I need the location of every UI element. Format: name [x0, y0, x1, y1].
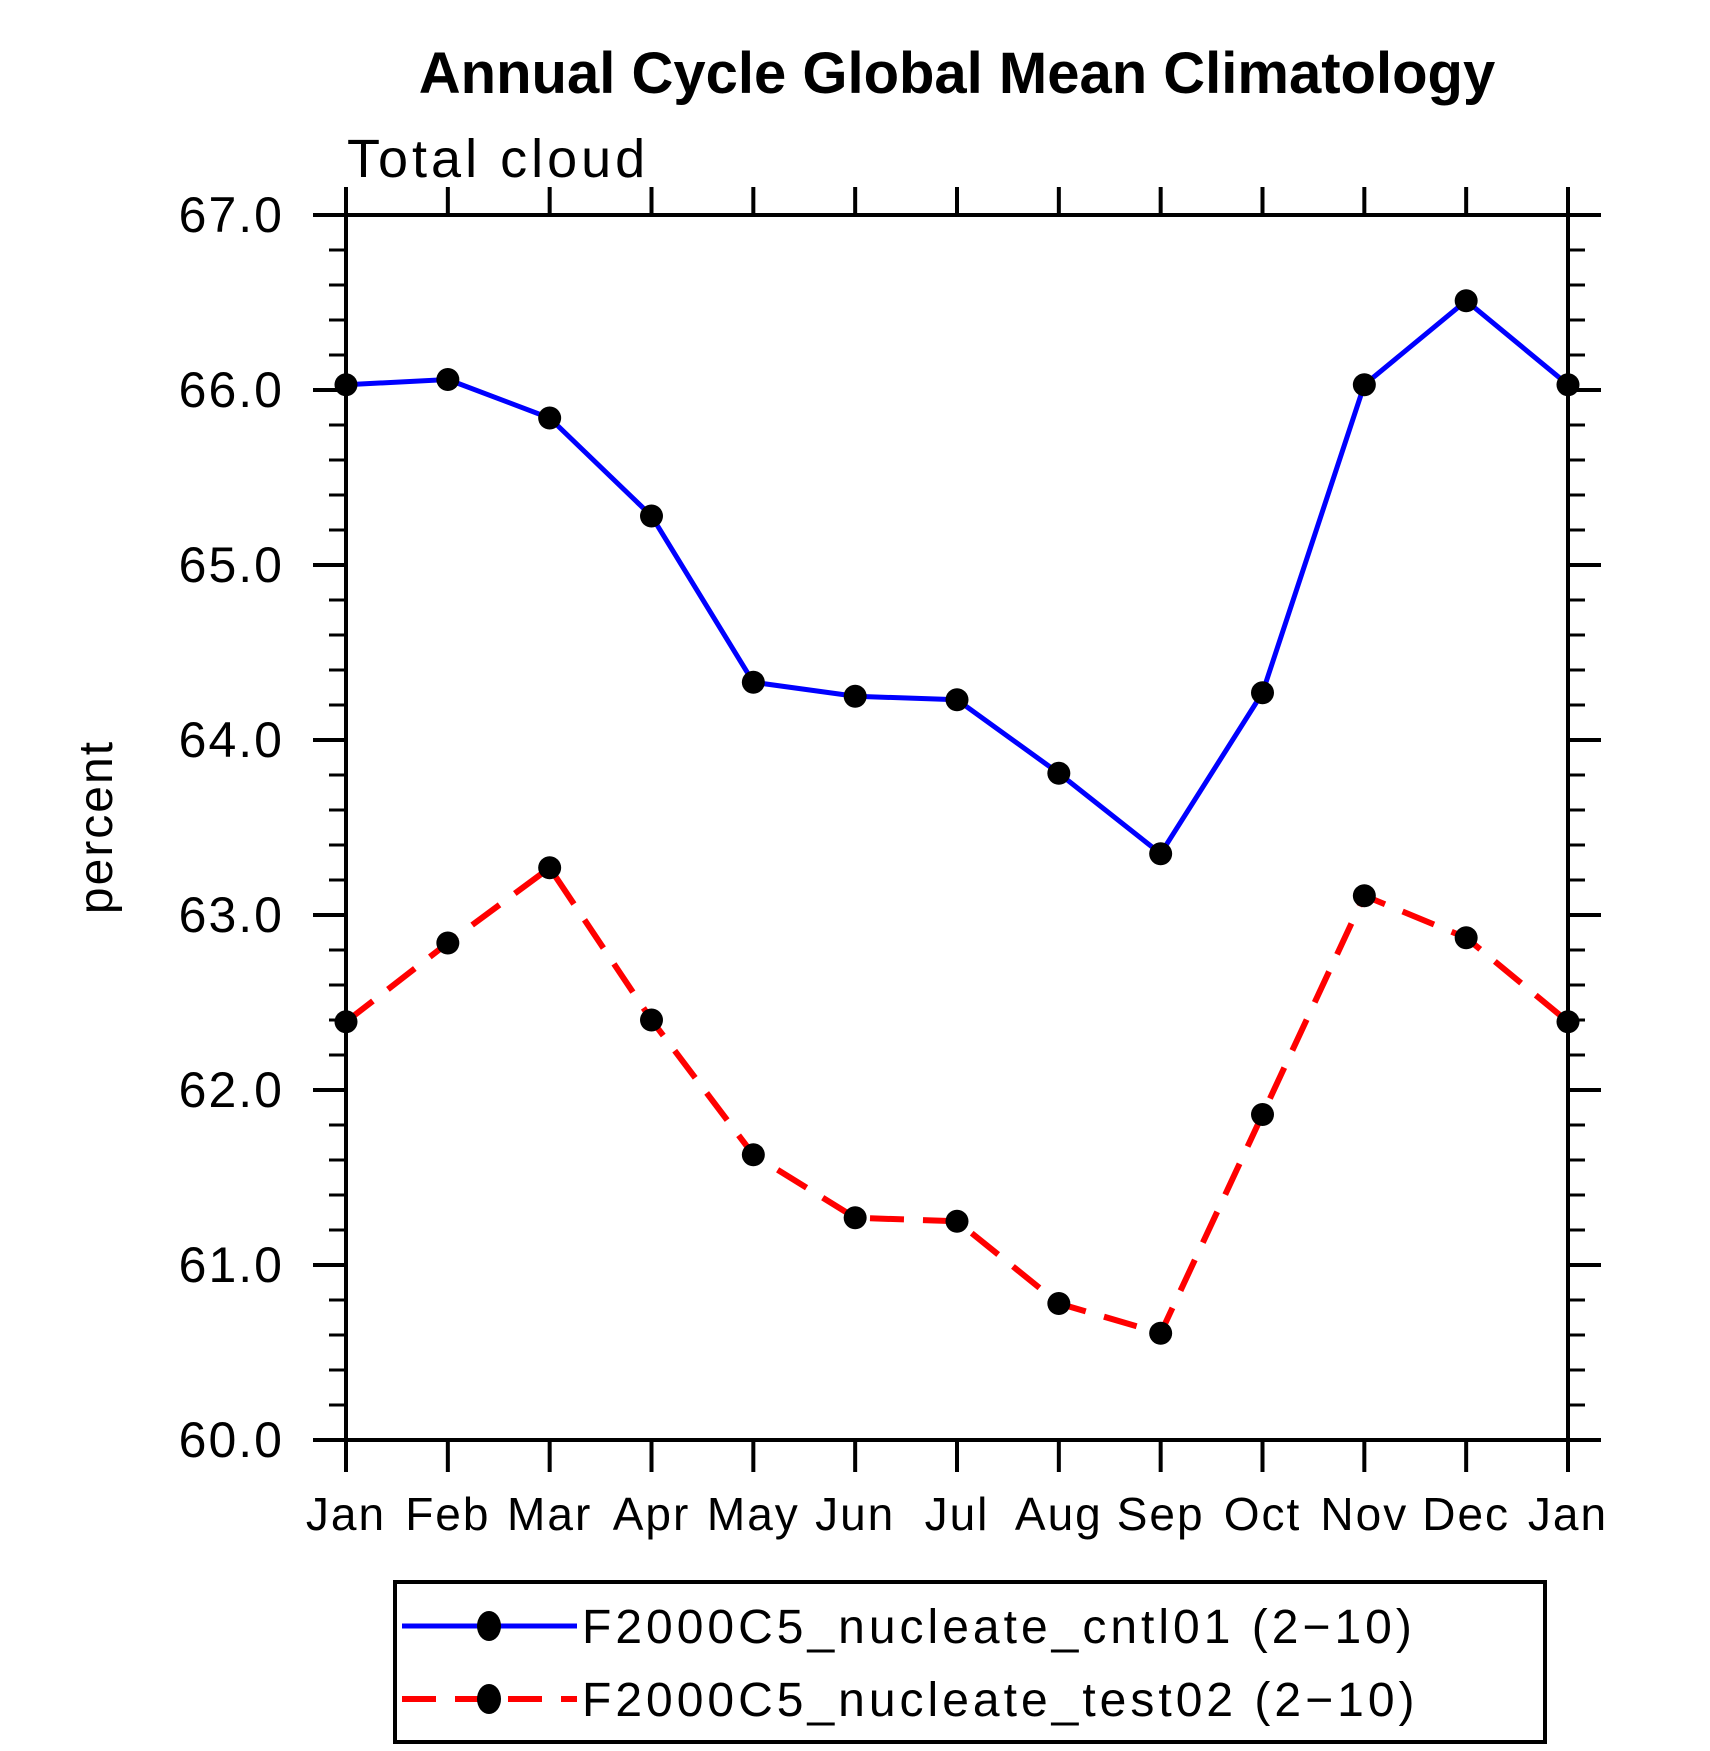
- legend-box: [393, 1580, 1547, 1744]
- legend: F2000C5_nucleate_cntl01 (2−10) F2000C5_n…: [393, 1580, 1547, 1744]
- y-tick-label: 67.0: [179, 187, 284, 243]
- series-line-1: [344, 863, 1570, 1337]
- legend-samples: [402, 1611, 577, 1714]
- data-point: [1454, 926, 1478, 950]
- data-point: [945, 688, 969, 712]
- data-point: [640, 1008, 663, 1032]
- data-point: [1251, 681, 1274, 705]
- x-tick-label: Oct: [1224, 1488, 1302, 1540]
- data-series: [334, 289, 1580, 1345]
- y-tick-label: 60.0: [179, 1412, 284, 1468]
- x-tick-label: Mar: [507, 1488, 592, 1540]
- legend-label-test02: F2000C5_nucleate_test02 (2−10): [582, 1674, 1419, 1727]
- chart-subtitle: Total cloud: [347, 129, 649, 189]
- data-point: [1251, 1103, 1274, 1126]
- data-point: [1047, 761, 1071, 785]
- data-point: [538, 406, 562, 430]
- y-tick-label: 61.0: [179, 1237, 284, 1293]
- y-axis-label: percent: [70, 740, 123, 914]
- x-tick-label: Jul: [925, 1488, 990, 1540]
- data-point: [1047, 1292, 1071, 1315]
- data-point: [436, 368, 460, 391]
- x-tick-label: May: [707, 1488, 800, 1540]
- data-point: [741, 1143, 765, 1167]
- data-point: [945, 1209, 969, 1233]
- data-point: [334, 1010, 358, 1034]
- legend-sample-marker: [477, 1684, 501, 1714]
- x-tick-label: Apr: [613, 1488, 691, 1540]
- x-tick-label: Jan: [306, 1488, 386, 1540]
- data-point: [1149, 1321, 1173, 1345]
- y-tick-label: 62.0: [179, 1062, 284, 1118]
- y-tick-label: 64.0: [179, 712, 284, 768]
- chart-title: Annual Cycle Global Mean Climatology: [419, 41, 1495, 106]
- data-point: [1352, 373, 1376, 397]
- x-tick-label: Feb: [405, 1488, 490, 1540]
- data-point: [538, 856, 562, 880]
- x-tick-label: Nov: [1320, 1488, 1408, 1540]
- data-point: [1352, 884, 1376, 908]
- y-tick-label: 66.0: [179, 362, 284, 418]
- data-point: [1149, 842, 1173, 866]
- data-point: [741, 670, 765, 694]
- data-point: [843, 684, 867, 708]
- series-line-0: [345, 297, 1570, 858]
- data-point: [1454, 289, 1478, 313]
- legend-sample-marker: [477, 1611, 501, 1641]
- x-tick-label: Jan: [1528, 1488, 1608, 1540]
- x-tick-label: Sep: [1117, 1488, 1205, 1540]
- x-tick-label: Aug: [1015, 1488, 1103, 1540]
- plot-frame: [344, 213, 1570, 1442]
- y-tick-label: 65.0: [179, 537, 284, 593]
- data-point: [843, 1206, 867, 1230]
- legend-label-cntl01: F2000C5_nucleate_cntl01 (2−10): [582, 1601, 1416, 1654]
- data-point: [1556, 373, 1580, 397]
- x-tick-label: Dec: [1422, 1488, 1510, 1540]
- axes: 60.0 61.0 62.0 63.0 64.0 65.0 66.0 67.0 Jan Feb Ma…: [179, 187, 1608, 1540]
- data-point: [640, 504, 663, 528]
- x-tick-label: Jun: [815, 1488, 895, 1540]
- y-tick-label: 63.0: [179, 887, 284, 943]
- data-point: [1556, 1010, 1580, 1034]
- data-point: [334, 373, 358, 397]
- data-point: [436, 931, 460, 955]
